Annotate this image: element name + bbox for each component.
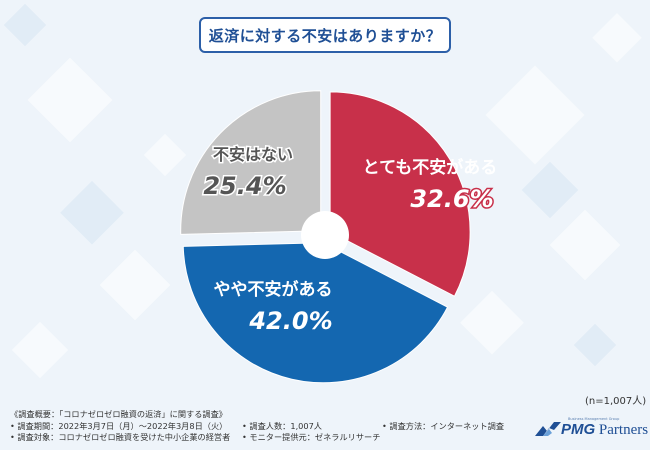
survey-people: • 調査人数：1,007人 <box>242 420 322 431</box>
slice-not-anxious <box>180 90 322 235</box>
survey-method: • 調査方法：インターネット調査 <box>382 420 505 431</box>
logo-tagline: Business Management Group <box>568 417 620 421</box>
label-very-anxious: とても不安がある <box>363 157 498 178</box>
pmg-mark-icon <box>535 422 561 436</box>
value-very-anxious: 32.6% <box>410 185 493 213</box>
survey-footer: 《調査概要：「コロナゼロゼロ融資の返済」に関する調査》 • 調査期間：2022年… <box>10 409 504 444</box>
slice-somewhat-anxious <box>182 242 449 384</box>
logo-name: Partners <box>598 422 649 438</box>
logo-brand: PMG <box>561 421 596 438</box>
value-not-anxious: 25.4% <box>203 172 286 200</box>
logo-wordmark: PMG Partners <box>561 421 648 439</box>
pmg-partners-logo: Business Management Group PMG Partners <box>535 417 648 442</box>
slice-very-anxious <box>329 91 471 297</box>
donut-hole <box>301 211 349 259</box>
survey-provider: • モニター提供元：ゼネラルリサーチ <box>242 432 381 442</box>
label-somewhat-anxious: やや不安がある <box>214 279 333 300</box>
survey-period: • 調査期間：2022年3月7日（月）〜2022年3月8日（火） <box>10 420 228 431</box>
value-somewhat-anxious: 42.0% <box>248 307 332 335</box>
sample-size-note: (n=1,007人) <box>585 396 647 407</box>
survey-heading: 《調査概要：「コロナゼロゼロ融資の返済」に関する調査》 <box>10 409 227 419</box>
survey-target: • 調査対象：コロナゼロゼロ融資を受けた中小企業の経営者 <box>10 432 231 442</box>
label-not-anxious: 不安はない <box>213 145 293 164</box>
chart-title: 返済に対する不安はありますか？ <box>199 17 451 53</box>
